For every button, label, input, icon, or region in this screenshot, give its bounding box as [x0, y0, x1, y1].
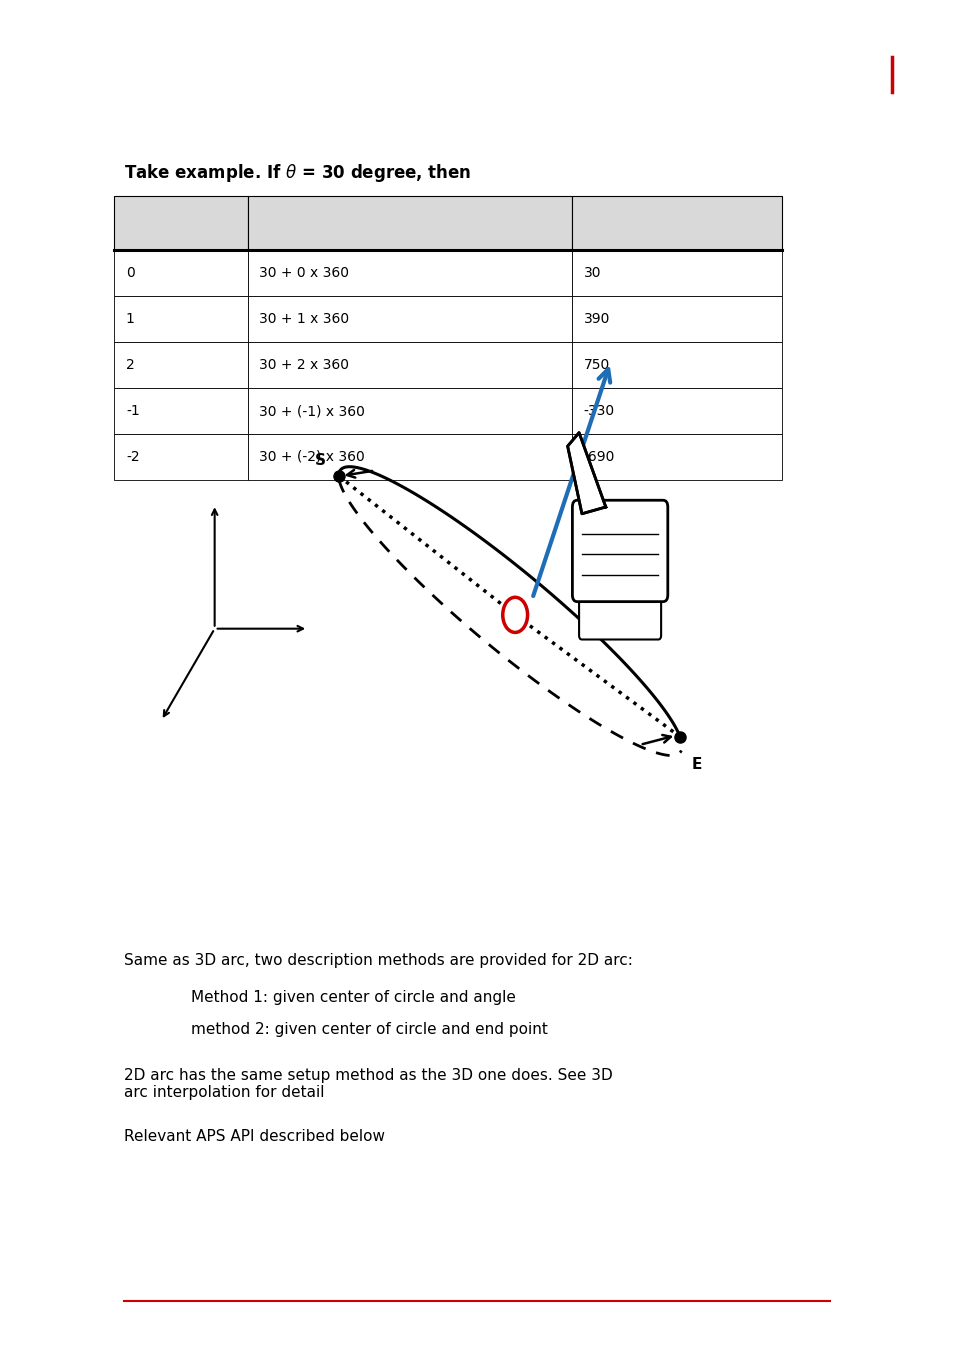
FancyBboxPatch shape: [114, 342, 248, 388]
Text: 1: 1: [126, 312, 134, 326]
Text: 2D arc has the same setup method as the 3D one does. See 3D
arc interpolation fo: 2D arc has the same setup method as the …: [124, 1068, 612, 1101]
Text: -1: -1: [126, 404, 139, 418]
FancyBboxPatch shape: [114, 434, 248, 480]
Text: 30 + 2 x 360: 30 + 2 x 360: [259, 358, 349, 372]
FancyBboxPatch shape: [114, 250, 248, 296]
Text: 30 + 1 x 360: 30 + 1 x 360: [259, 312, 349, 326]
Polygon shape: [567, 433, 605, 514]
Text: 390: 390: [583, 312, 610, 326]
Text: Same as 3D arc, two description methods are provided for 2D arc:: Same as 3D arc, two description methods …: [124, 953, 632, 968]
FancyBboxPatch shape: [248, 296, 572, 342]
FancyBboxPatch shape: [572, 388, 781, 434]
FancyBboxPatch shape: [248, 388, 572, 434]
Text: Relevant APS API described below: Relevant APS API described below: [124, 1129, 385, 1144]
FancyBboxPatch shape: [572, 434, 781, 480]
FancyBboxPatch shape: [578, 588, 660, 639]
Circle shape: [502, 598, 527, 633]
Text: -330: -330: [583, 404, 615, 418]
FancyBboxPatch shape: [572, 296, 781, 342]
FancyBboxPatch shape: [248, 342, 572, 388]
Text: 0: 0: [126, 266, 134, 280]
Text: -690: -690: [583, 450, 615, 464]
Text: 30 + (-2) x 360: 30 + (-2) x 360: [259, 450, 365, 464]
Text: 30 + (-1) x 360: 30 + (-1) x 360: [259, 404, 365, 418]
Text: 750: 750: [583, 358, 610, 372]
Text: 30 + 0 x 360: 30 + 0 x 360: [259, 266, 349, 280]
FancyBboxPatch shape: [248, 250, 572, 296]
Text: S: S: [314, 453, 326, 468]
FancyBboxPatch shape: [248, 196, 572, 250]
FancyBboxPatch shape: [114, 296, 248, 342]
FancyBboxPatch shape: [248, 434, 572, 480]
FancyBboxPatch shape: [572, 342, 781, 388]
Text: 2: 2: [126, 358, 134, 372]
Text: 30: 30: [583, 266, 600, 280]
FancyBboxPatch shape: [114, 388, 248, 434]
Text: E: E: [691, 757, 701, 772]
Text: Take example. If $\theta$ = 30 degree, then: Take example. If $\theta$ = 30 degree, t…: [124, 162, 471, 184]
FancyBboxPatch shape: [572, 500, 667, 602]
FancyBboxPatch shape: [572, 196, 781, 250]
FancyBboxPatch shape: [114, 196, 248, 250]
Text: method 2: given center of circle and end point: method 2: given center of circle and end…: [191, 1022, 547, 1037]
Text: -2: -2: [126, 450, 139, 464]
Text: Method 1: given center of circle and angle: Method 1: given center of circle and ang…: [191, 990, 516, 1005]
FancyBboxPatch shape: [572, 250, 781, 296]
